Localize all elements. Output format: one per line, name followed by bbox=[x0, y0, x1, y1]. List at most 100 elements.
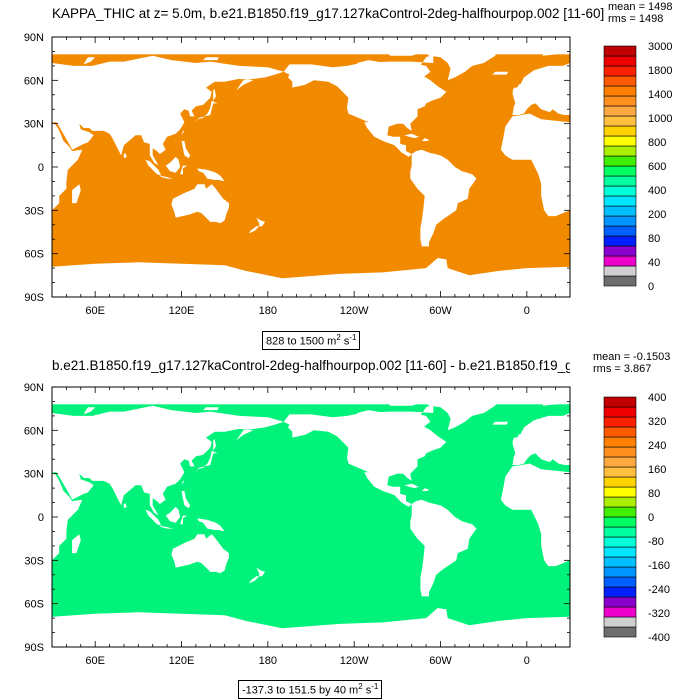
colorbar-box bbox=[603, 476, 637, 488]
land-australia bbox=[171, 184, 229, 224]
panel1-mean: mean = 1498 bbox=[608, 1, 673, 13]
land-newGuinea bbox=[197, 518, 225, 532]
land-victoria bbox=[357, 60, 386, 68]
colorbar-label: 400 bbox=[648, 392, 666, 404]
x-tick-label: 120E bbox=[169, 305, 195, 317]
y-tick-label: 90S bbox=[24, 642, 44, 654]
colorbar-box bbox=[603, 516, 637, 528]
land-sulawesi bbox=[180, 515, 188, 525]
colorbar-box bbox=[603, 576, 637, 588]
panel1-colorbar: 0 40 80 200 400 600 800 1000 1400 1800 3000 bbox=[603, 41, 672, 293]
land-philippines bbox=[181, 491, 191, 509]
colorbar-box bbox=[603, 215, 637, 227]
y-tick-label: 0 bbox=[38, 512, 44, 524]
land-taiwan bbox=[181, 130, 185, 136]
panel1-title: KAPPA_THIC at z= 5.0m, b.e21.B1850.f19_g… bbox=[52, 6, 605, 21]
land-northAmerica bbox=[283, 387, 570, 507]
land-sumatra bbox=[145, 509, 162, 526]
colorbar-box bbox=[603, 566, 637, 578]
panel2-range-text: -137.3 to 151.5 by 40 m bbox=[242, 684, 359, 697]
land-svalbard bbox=[542, 51, 557, 56]
colorbar-box bbox=[603, 396, 637, 408]
colorbar-box bbox=[603, 456, 637, 468]
land-europe bbox=[512, 63, 570, 115]
colorbar-label: 1000 bbox=[648, 113, 672, 125]
land-britain bbox=[518, 83, 527, 95]
land-newZealandN bbox=[256, 217, 265, 227]
land-iceland bbox=[492, 421, 509, 425]
colorbar-box bbox=[603, 55, 637, 67]
land-madagascar bbox=[72, 534, 81, 554]
x-tick-label: 120E bbox=[169, 655, 195, 667]
panel1-range-label: 828 to 1500 m2 s-1 bbox=[262, 331, 361, 350]
colorbar-box bbox=[603, 406, 637, 418]
land-antarctica bbox=[52, 608, 570, 647]
colorbar-label: 1400 bbox=[648, 89, 672, 101]
colorbar-box bbox=[603, 85, 637, 97]
colorbar-label: 40 bbox=[648, 257, 660, 269]
land-cuba bbox=[404, 133, 419, 139]
land-ellesmere bbox=[385, 47, 427, 56]
land-northAmerica bbox=[283, 37, 570, 157]
land-africa bbox=[52, 472, 83, 561]
colorbar-box bbox=[603, 506, 637, 518]
land-ireland bbox=[512, 87, 519, 92]
colorbar-box bbox=[603, 195, 637, 207]
colorbar-box bbox=[603, 436, 637, 448]
x-tick-label: 120W bbox=[340, 305, 369, 317]
colorbar-box bbox=[603, 416, 637, 428]
land-eurasia bbox=[52, 37, 284, 166]
land-europe bbox=[512, 413, 570, 465]
colorbar-box bbox=[603, 205, 637, 217]
panel2-title: b.e21.B1850.f19_g17.127kaControl-2deg-ha… bbox=[52, 358, 570, 373]
x-tick-label: 0 bbox=[524, 305, 530, 317]
land-cuba bbox=[404, 483, 419, 489]
colorbar-label: 320 bbox=[648, 416, 666, 428]
land-africaWest bbox=[500, 463, 570, 567]
colorbar-box bbox=[603, 536, 637, 548]
colorbar-box bbox=[603, 235, 637, 247]
land-iceland bbox=[492, 71, 509, 75]
land-severnaya bbox=[144, 50, 159, 53]
land-hispaniola bbox=[421, 488, 429, 491]
colorbar-box bbox=[603, 556, 637, 568]
land-newSiberian bbox=[203, 57, 219, 61]
land-sriLanka bbox=[123, 503, 127, 509]
land-newZealandS bbox=[249, 226, 260, 234]
colorbar-box bbox=[603, 135, 637, 147]
colorbar-box bbox=[603, 626, 637, 638]
x-tick-label: 180 bbox=[259, 305, 277, 317]
land-philippines bbox=[181, 141, 191, 159]
colorbar-box bbox=[603, 145, 637, 157]
colorbar-box bbox=[603, 275, 637, 287]
colorbar-box bbox=[603, 175, 637, 187]
y-tick-label: 0 bbox=[38, 162, 44, 174]
panel1-map: 60E 120E 180 120W 60W 0 90N 60N 30N 0 30S 60S 90S bbox=[24, 32, 571, 317]
colorbar-label: 800 bbox=[648, 137, 666, 149]
land-baffin bbox=[404, 413, 431, 428]
y-tick-label: 30N bbox=[24, 119, 44, 131]
land-java bbox=[159, 175, 173, 179]
colorbar-box bbox=[603, 446, 637, 458]
colorbar-box bbox=[603, 225, 637, 237]
y-tick-label: 90N bbox=[24, 32, 44, 44]
colorbar-label: 1800 bbox=[648, 65, 672, 77]
land-greenlandCap bbox=[440, 45, 506, 49]
colorbar-label: -80 bbox=[648, 536, 664, 548]
colorbar-box bbox=[603, 105, 637, 117]
x-tick-label: 60W bbox=[429, 655, 452, 667]
colorbar-box bbox=[603, 596, 637, 608]
colorbar-label: 400 bbox=[648, 185, 666, 197]
y-tick-label: 60S bbox=[24, 599, 44, 611]
colorbar-label: 160 bbox=[648, 464, 666, 476]
panel2-rms: rms = 3.867 bbox=[593, 363, 652, 375]
colorbar-box bbox=[603, 265, 637, 277]
colorbar-box bbox=[603, 486, 637, 498]
land-sriLanka bbox=[123, 153, 127, 159]
x-tick-label: 120W bbox=[340, 655, 369, 667]
colorbar-box bbox=[603, 546, 637, 558]
x-tick-label: 60W bbox=[429, 305, 452, 317]
panel2-range-sup1: 2 bbox=[358, 682, 363, 691]
land-africaWest bbox=[500, 113, 570, 217]
